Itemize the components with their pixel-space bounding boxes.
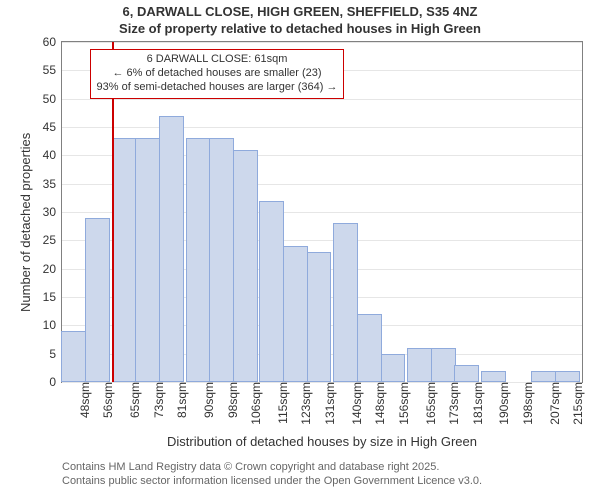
x-tick-label: 90sqm [198,382,216,432]
x-tick-label: 65sqm [124,382,142,432]
chart-title-line1: 6, DARWALL CLOSE, HIGH GREEN, SHEFFIELD,… [0,4,600,19]
y-tick-label: 40 [43,148,62,162]
x-tick-label: 140sqm [346,382,364,432]
x-tick-label: 181sqm [467,382,485,432]
histogram-bar [186,138,211,382]
attribution-text: Contains HM Land Registry data © Crown c… [62,460,482,489]
histogram-bar [407,348,432,382]
histogram-bar [259,201,284,382]
histogram-bar [233,150,258,382]
x-tick-label: 98sqm [222,382,240,432]
x-tick-label: 207sqm [544,382,562,432]
x-tick-label: 173sqm [443,382,461,432]
histogram-bar [209,138,234,382]
y-gridline [62,99,582,100]
y-axis-label: Number of detached properties [18,133,33,312]
histogram-bar [381,354,406,382]
histogram-bar [357,314,382,382]
histogram-bar [333,223,358,382]
callout-line3: 93% of semi-detached houses are larger (… [97,81,338,95]
chart-title-line2: Size of property relative to detached ho… [0,21,600,36]
histogram-bar [283,246,308,382]
y-tick-label: 5 [49,347,62,361]
y-tick-label: 45 [43,120,62,134]
histogram-bar [159,116,184,382]
y-tick-label: 55 [43,63,62,77]
x-tick-label: 73sqm [148,382,166,432]
x-tick-label: 215sqm [567,382,585,432]
callout-line1: 6 DARWALL CLOSE: 61sqm [97,53,338,67]
histogram-bar [431,348,456,382]
y-gridline [62,127,582,128]
y-gridline [62,42,582,43]
x-tick-label: 190sqm [493,382,511,432]
plot-area: 05101520253035404550556048sqm56sqm65sqm7… [62,42,582,382]
x-tick-label: 115sqm [272,382,290,432]
x-tick-label: 48sqm [74,382,92,432]
histogram-bar [481,371,506,382]
x-tick-label: 131sqm [319,382,337,432]
y-tick-label: 30 [43,205,62,219]
x-tick-label: 156sqm [393,382,411,432]
x-tick-label: 81sqm [171,382,189,432]
callout-line2: ← 6% of detached houses are smaller (23) [97,67,338,81]
callout-box: 6 DARWALL CLOSE: 61sqm← 6% of detached h… [90,49,345,98]
x-tick-label: 198sqm [517,382,535,432]
histogram-bar [135,138,160,382]
y-tick-label: 15 [43,290,62,304]
histogram-bar [61,331,86,382]
histogram-bar [112,138,137,382]
y-tick-label: 60 [43,35,62,49]
histogram-bar [555,371,580,382]
attribution-line1: Contains HM Land Registry data © Crown c… [62,460,482,474]
x-axis-label: Distribution of detached houses by size … [62,434,582,449]
y-tick-label: 35 [43,177,62,191]
x-tick-label: 123sqm [295,382,313,432]
x-tick-label: 148sqm [369,382,387,432]
x-tick-label: 106sqm [245,382,263,432]
attribution-line2: Contains public sector information licen… [62,474,482,488]
chart-frame: 6, DARWALL CLOSE, HIGH GREEN, SHEFFIELD,… [0,0,600,500]
histogram-bar [307,252,332,382]
y-tick-label: 25 [43,233,62,247]
y-tick-label: 0 [49,375,62,389]
histogram-bar [85,218,110,382]
histogram-bar [454,365,479,382]
x-tick-label: 56sqm [97,382,115,432]
y-tick-label: 50 [43,92,62,106]
y-tick-label: 10 [43,318,62,332]
y-tick-label: 20 [43,262,62,276]
x-tick-label: 165sqm [420,382,438,432]
histogram-bar [531,371,556,382]
